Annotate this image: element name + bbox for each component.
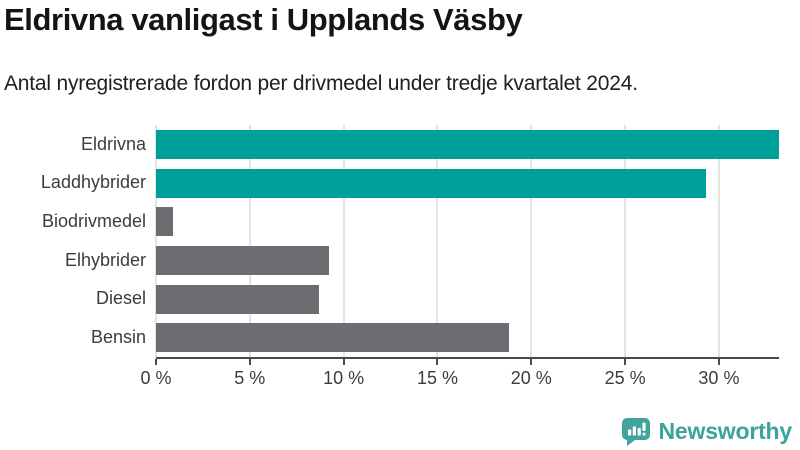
category-label-bensin: Bensin bbox=[90, 327, 146, 348]
bar-elhybrider bbox=[156, 245, 329, 275]
newsworthy-logo-text: Newsworthy bbox=[658, 418, 793, 444]
tick-mark-15 bbox=[436, 359, 439, 365]
tick-label-30: 30 % bbox=[698, 368, 740, 388]
tick-mark-10 bbox=[342, 359, 345, 365]
tick-label-20: 20 % bbox=[510, 368, 552, 388]
tick-label-25: 25 % bbox=[604, 368, 646, 388]
bar-diesel bbox=[156, 284, 320, 314]
chart-title: Eldrivna vanligast i Upplands Väsby bbox=[4, 2, 523, 37]
gridline-15 bbox=[436, 125, 439, 357]
gridline-30 bbox=[717, 125, 720, 357]
newsworthy-logo-icon bbox=[621, 417, 651, 446]
value-axis: 0 % 5 % 10 % 15 % 20 % 25 % 30 % bbox=[140, 359, 796, 399]
chart-subtitle: Antal nyregistrerade fordon per drivmede… bbox=[4, 72, 638, 95]
gridline-5 bbox=[248, 125, 251, 357]
tick-mark-5 bbox=[248, 359, 251, 365]
newsworthy-logo: Newsworthy bbox=[621, 417, 792, 446]
gridline-20 bbox=[530, 125, 533, 357]
category-label-elhybrider: Elhybrider bbox=[64, 249, 146, 270]
category-label-eldrivna: Eldrivna bbox=[80, 133, 146, 154]
tick-label-15: 15 % bbox=[416, 368, 458, 388]
category-label-biodrivmedel: Biodrivmedel bbox=[41, 211, 146, 232]
category-label-laddhybrider: Laddhybrider bbox=[40, 172, 146, 193]
gridline-25 bbox=[624, 125, 627, 357]
plot-area bbox=[155, 125, 779, 359]
tick-label-5: 5 % bbox=[234, 368, 266, 388]
bar-biodrivmedel bbox=[156, 207, 173, 237]
tick-mark-0 bbox=[155, 359, 157, 365]
gridline-10 bbox=[342, 125, 345, 357]
tick-label-0: 0 % bbox=[140, 368, 172, 388]
tick-mark-25 bbox=[624, 359, 627, 365]
gridline-0 bbox=[155, 125, 157, 357]
tick-mark-20 bbox=[530, 359, 533, 365]
bar-bensin bbox=[156, 323, 509, 353]
bar-eldrivna bbox=[156, 129, 779, 159]
category-label-diesel: Diesel bbox=[95, 288, 146, 309]
tick-label-10: 10 % bbox=[323, 368, 365, 388]
bar-laddhybrider bbox=[156, 168, 706, 198]
tick-mark-30 bbox=[717, 359, 720, 365]
category-axis: Eldrivna Laddhybrider Biodrivmedel Elhybrid… bbox=[0, 125, 146, 357]
